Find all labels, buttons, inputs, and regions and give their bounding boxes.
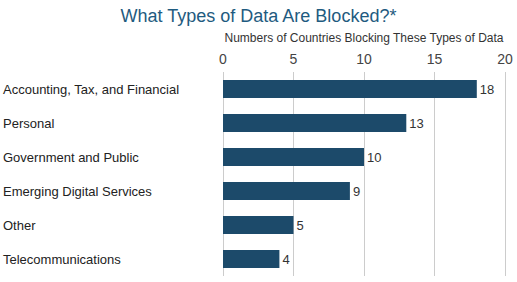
svg-text:4: 4 bbox=[282, 252, 289, 267]
svg-text:Emerging Digital Services: Emerging Digital Services bbox=[3, 184, 152, 199]
svg-text:Numbers of Countries Blocking: Numbers of Countries Blocking These Type… bbox=[224, 31, 503, 45]
svg-text:10: 10 bbox=[356, 51, 372, 67]
svg-text:10: 10 bbox=[367, 150, 381, 165]
svg-text:9: 9 bbox=[353, 184, 360, 199]
svg-text:Telecommunications: Telecommunications bbox=[3, 252, 121, 267]
svg-text:Personal: Personal bbox=[3, 116, 54, 131]
svg-text:5: 5 bbox=[297, 218, 304, 233]
svg-text:15: 15 bbox=[427, 51, 443, 67]
svg-text:Other: Other bbox=[3, 218, 36, 233]
svg-text:5: 5 bbox=[290, 51, 298, 67]
svg-text:What Types of Data Are Blocked: What Types of Data Are Blocked?* bbox=[121, 6, 397, 26]
svg-text:Accounting, Tax, and Financial: Accounting, Tax, and Financial bbox=[3, 82, 179, 97]
svg-text:Government and Public: Government and Public bbox=[3, 150, 139, 165]
svg-text:0: 0 bbox=[219, 51, 227, 67]
svg-text:13: 13 bbox=[409, 116, 423, 131]
svg-text:20: 20 bbox=[497, 51, 513, 67]
svg-text:18: 18 bbox=[480, 82, 494, 97]
